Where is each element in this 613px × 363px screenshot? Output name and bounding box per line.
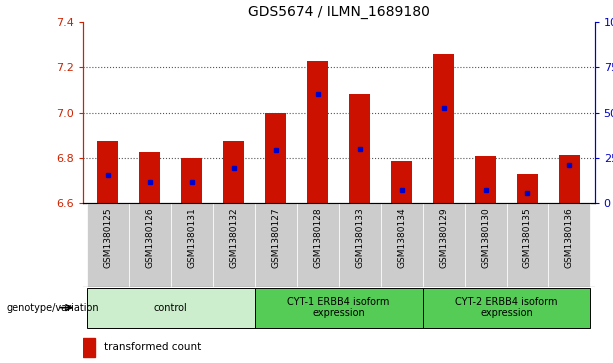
Bar: [255, 203, 297, 287]
Bar: [422, 287, 590, 328]
Text: GSM1380131: GSM1380131: [188, 207, 196, 268]
Title: GDS5674 / ILMN_1689180: GDS5674 / ILMN_1689180: [248, 5, 430, 19]
Bar: [87, 203, 129, 287]
Bar: [223, 141, 245, 203]
Bar: [559, 155, 580, 203]
Bar: [475, 156, 496, 203]
Bar: [339, 203, 381, 287]
Text: GSM1380128: GSM1380128: [313, 207, 322, 268]
Bar: [255, 287, 422, 328]
Bar: [549, 203, 590, 287]
Bar: [381, 203, 422, 287]
Text: GSM1380130: GSM1380130: [481, 207, 490, 268]
Bar: [422, 203, 465, 287]
Text: GSM1380132: GSM1380132: [229, 207, 238, 268]
Text: GSM1380125: GSM1380125: [104, 207, 112, 268]
Bar: [171, 203, 213, 287]
Bar: [517, 174, 538, 203]
Bar: [213, 203, 255, 287]
Text: GSM1380134: GSM1380134: [397, 207, 406, 268]
Bar: [433, 54, 454, 203]
Bar: [83, 338, 95, 356]
Bar: [391, 161, 412, 203]
Text: transformed count: transformed count: [104, 342, 202, 352]
Text: GSM1380136: GSM1380136: [565, 207, 574, 268]
Bar: [181, 158, 202, 203]
Bar: [129, 203, 171, 287]
Text: control: control: [154, 303, 188, 313]
Text: GSM1380133: GSM1380133: [355, 207, 364, 268]
Bar: [506, 203, 549, 287]
Bar: [297, 203, 339, 287]
Bar: [97, 141, 118, 203]
Text: GSM1380129: GSM1380129: [439, 207, 448, 268]
Text: GSM1380135: GSM1380135: [523, 207, 532, 268]
Bar: [307, 61, 328, 203]
Text: GSM1380127: GSM1380127: [271, 207, 280, 268]
Text: CYT-2 ERBB4 isoform
expression: CYT-2 ERBB4 isoform expression: [455, 297, 558, 318]
Bar: [265, 113, 286, 203]
Text: CYT-1 ERBB4 isoform
expression: CYT-1 ERBB4 isoform expression: [287, 297, 390, 318]
Bar: [349, 94, 370, 203]
Text: genotype/variation: genotype/variation: [6, 303, 99, 313]
Bar: [87, 287, 255, 328]
Bar: [465, 203, 506, 287]
Text: GSM1380126: GSM1380126: [145, 207, 154, 268]
Bar: [139, 152, 161, 203]
